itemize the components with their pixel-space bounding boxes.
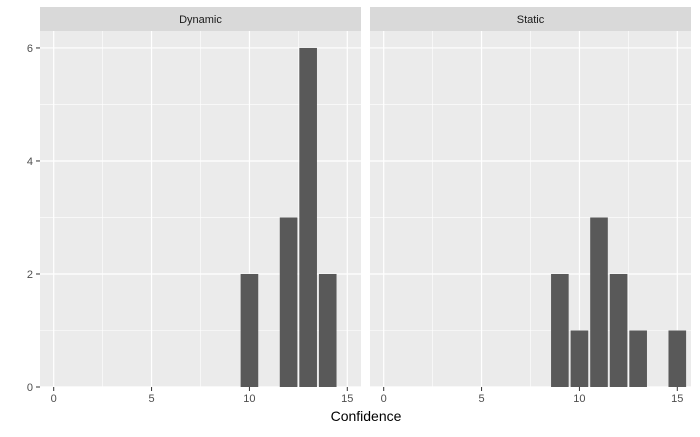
x-tick-label: 0 [381, 393, 387, 405]
x-tick-label: 0 [51, 393, 57, 405]
facet-strip-label: Static [517, 14, 545, 26]
y-tick-label: 0 [27, 382, 33, 394]
x-tick-label: 5 [479, 393, 485, 405]
bar-static-x15 [668, 330, 687, 387]
x-axis-title: Confidence [331, 408, 402, 424]
facet-panel-dynamic: Dynamic 0 5 10 15 0 2 4 6 [27, 7, 361, 405]
x-tick-label: 15 [341, 393, 353, 405]
bar-static-x10 [570, 330, 589, 387]
bar-dynamic-x14 [318, 273, 337, 387]
y-tick-label: 6 [27, 43, 33, 55]
bar-dynamic-x13 [299, 47, 317, 387]
bar-dynamic-x12 [279, 217, 298, 387]
facet-strip [370, 7, 691, 31]
x-tick-label: 10 [573, 393, 585, 405]
bar-static-x9 [551, 273, 569, 387]
bar-static-x11 [590, 217, 608, 387]
x-tick-label: 5 [149, 393, 155, 405]
bar-dynamic-x10 [240, 273, 259, 387]
y-tick-label: 4 [27, 156, 33, 168]
facet-panel-static: Static 0 5 10 15 [370, 7, 691, 405]
y-tick-label: 2 [27, 269, 33, 281]
facet-strip [40, 7, 361, 31]
bar-static-x12 [609, 273, 628, 387]
x-tick-label: 10 [243, 393, 255, 405]
bar-static-x13 [629, 330, 647, 387]
facet-strip-label: Dynamic [179, 14, 222, 26]
x-tick-label: 15 [671, 393, 683, 405]
